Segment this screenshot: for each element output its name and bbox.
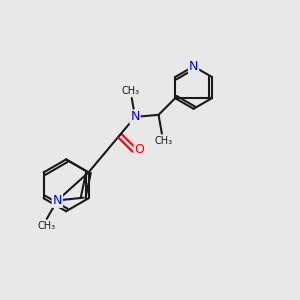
Text: N: N — [130, 110, 140, 123]
Text: CH₃: CH₃ — [121, 86, 139, 96]
Text: CH₃: CH₃ — [38, 221, 56, 231]
Text: N: N — [189, 60, 198, 73]
Text: CH₃: CH₃ — [154, 136, 172, 146]
Text: N: N — [53, 194, 62, 207]
Text: O: O — [134, 143, 144, 157]
